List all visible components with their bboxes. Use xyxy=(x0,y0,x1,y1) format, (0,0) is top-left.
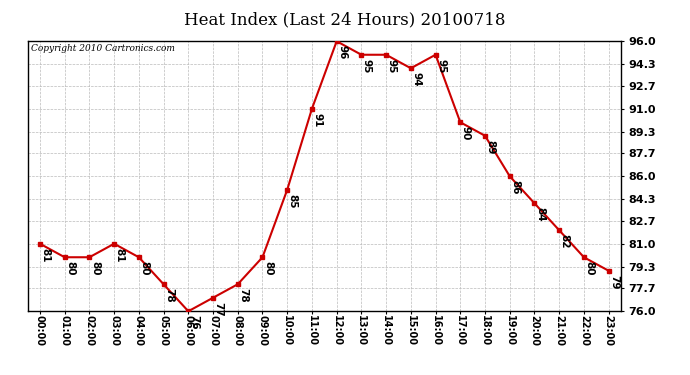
Text: 78: 78 xyxy=(164,288,174,303)
Text: 81: 81 xyxy=(41,248,50,262)
Text: 80: 80 xyxy=(90,261,100,276)
Text: 96: 96 xyxy=(337,45,347,60)
Text: 80: 80 xyxy=(66,261,75,276)
Text: 80: 80 xyxy=(263,261,273,276)
Text: Heat Index (Last 24 Hours) 20100718: Heat Index (Last 24 Hours) 20100718 xyxy=(184,11,506,28)
Text: 76: 76 xyxy=(189,315,199,330)
Text: 90: 90 xyxy=(461,126,471,141)
Text: 94: 94 xyxy=(411,72,422,87)
Text: 89: 89 xyxy=(486,140,495,154)
Text: 80: 80 xyxy=(584,261,595,276)
Text: 95: 95 xyxy=(436,59,446,73)
Text: 91: 91 xyxy=(313,113,322,127)
Text: 78: 78 xyxy=(238,288,248,303)
Text: 77: 77 xyxy=(214,302,224,316)
Text: 82: 82 xyxy=(560,234,570,249)
Text: 95: 95 xyxy=(362,59,372,73)
Text: 81: 81 xyxy=(115,248,125,262)
Text: 95: 95 xyxy=(386,59,397,73)
Text: 80: 80 xyxy=(139,261,150,276)
Text: 85: 85 xyxy=(288,194,298,208)
Text: 84: 84 xyxy=(535,207,545,222)
Text: 86: 86 xyxy=(511,180,520,195)
Text: Copyright 2010 Cartronics.com: Copyright 2010 Cartronics.com xyxy=(30,44,175,53)
Text: 79: 79 xyxy=(609,275,619,290)
